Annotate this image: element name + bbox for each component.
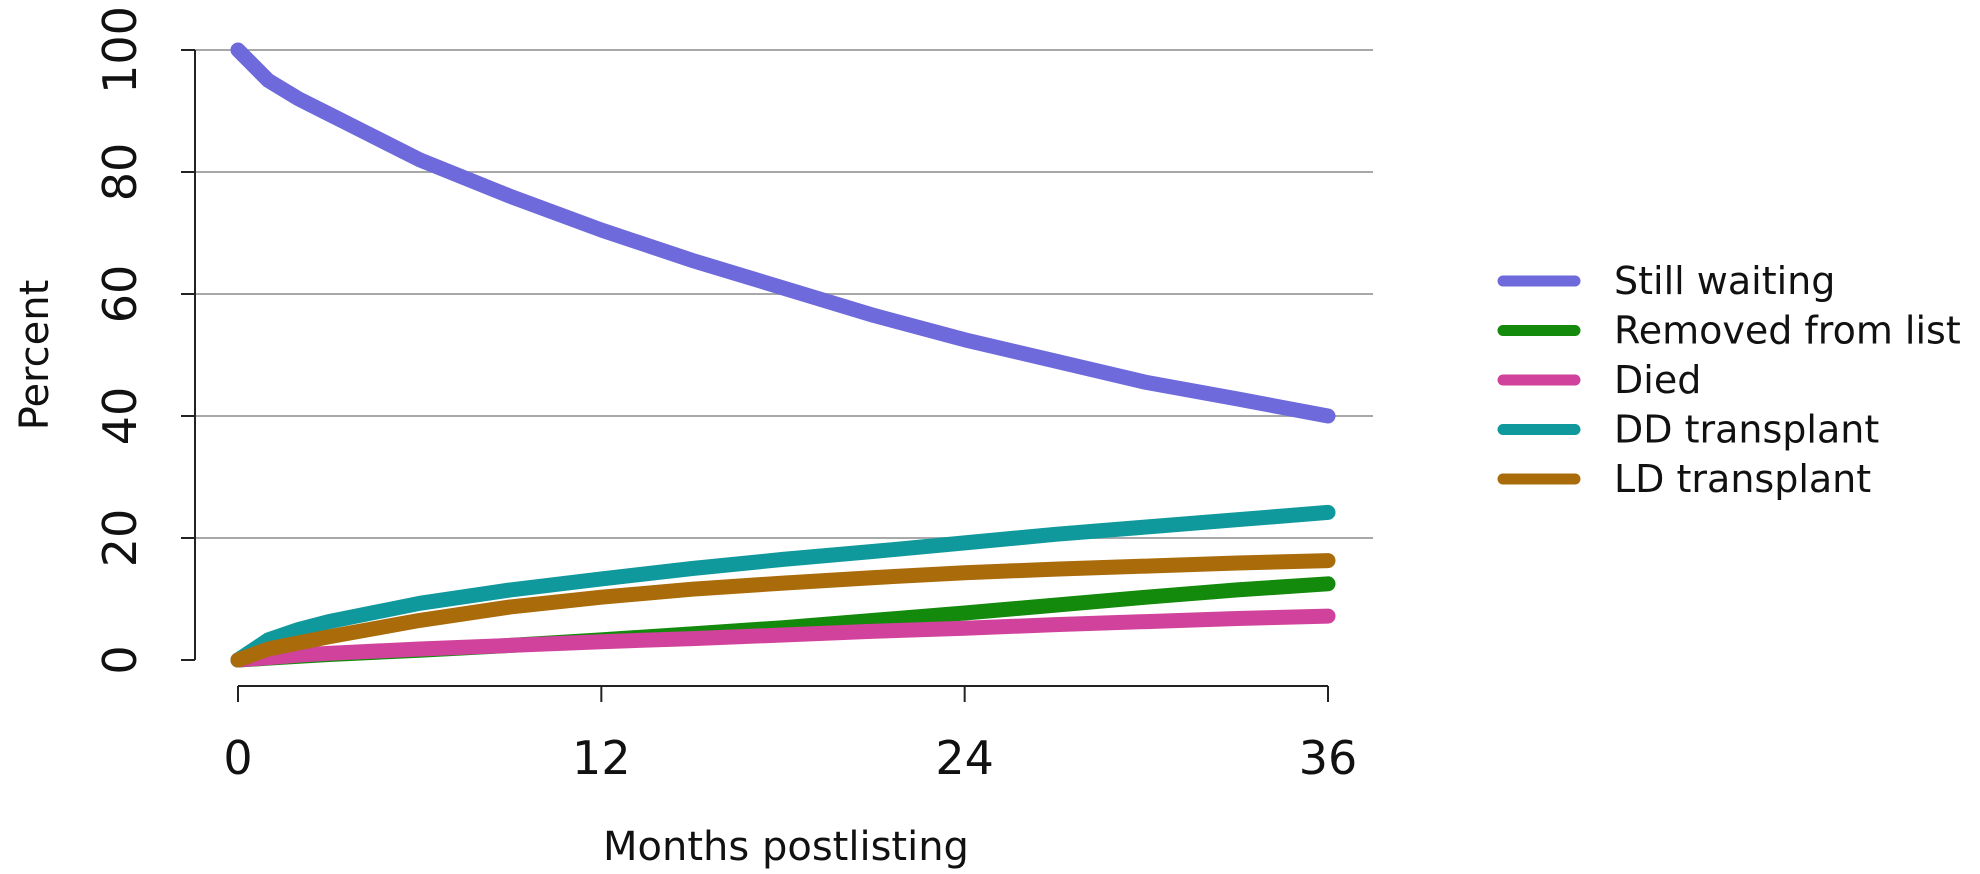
x-tick-label: 0: [223, 731, 252, 785]
x-tick-label: 24: [935, 731, 994, 785]
y-axis-title: Percent: [12, 280, 58, 431]
legend-label-3: Died: [1614, 358, 1701, 402]
legend-label-1: Still waiting: [1614, 259, 1835, 303]
legend-label-4: DD transplant: [1614, 408, 1879, 452]
series-line-4: [230, 504, 1336, 668]
y-tick-label: 80: [93, 143, 147, 202]
axes: 0 20 40 60 80 100 0 12 24 36: [93, 6, 1357, 785]
y-tick-label: 20: [93, 509, 147, 568]
legend: Still waiting Removed from list Died DD tra…: [1497, 259, 1961, 501]
x-tick-label: 36: [1299, 731, 1358, 785]
series-line-1: [230, 42, 1336, 424]
legend-label-5: LD transplant: [1614, 457, 1871, 501]
series-line-3: [230, 608, 1336, 668]
legend-label-2: Removed from list: [1614, 309, 1961, 353]
y-tick-label: 60: [93, 265, 147, 324]
x-axis-title: Months postlisting: [603, 824, 969, 869]
series-line-5: [230, 553, 1336, 668]
y-tick-label: 0: [93, 645, 147, 674]
y-tick-label: 40: [93, 387, 147, 446]
x-tick-label: 12: [572, 731, 631, 785]
series-lines: [230, 42, 1336, 668]
y-tick-label: 100: [93, 6, 147, 94]
